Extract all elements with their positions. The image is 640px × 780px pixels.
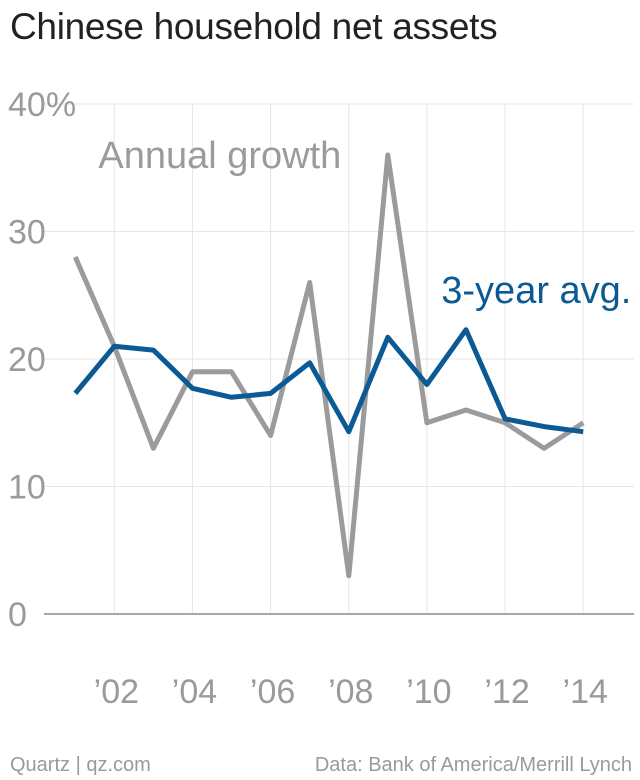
x-axis-ticks: ’02 ’04 ’06 ’08 ’10 ’12 ’14 [94, 673, 608, 711]
footer-source: Data: Bank of America/Merrill Lynch [314, 754, 632, 776]
y-tick-label: 20 [8, 341, 46, 379]
line-chart: 0 10 20 30 40% ’02 ’04 ’06 ’08 ’10 ’12 ’14 Annual … [8, 86, 634, 711]
y-tick-label: 10 [8, 469, 46, 507]
series-annotations: Annual growth 3-year avg. [98, 135, 631, 312]
x-tick-label: ’14 [563, 673, 608, 711]
annual-growth-label: Annual growth [98, 135, 341, 177]
three-year-avg-label: 3-year avg. [441, 270, 631, 312]
three-year-avg-line [73, 327, 584, 435]
series-lines [73, 152, 585, 579]
y-axis-ticks: 0 10 20 30 40% [8, 86, 76, 634]
y-tick-label: 0 [8, 596, 27, 634]
y-tick-label: 30 [8, 214, 46, 252]
x-tick-label: ’12 [484, 673, 529, 711]
footer-credit: Quartz | qz.com [10, 754, 151, 776]
x-tick-label: ’02 [94, 673, 139, 711]
x-tick-label: ’04 [172, 673, 217, 711]
x-tick-label: ’08 [328, 673, 373, 711]
x-tick-label: ’06 [250, 673, 295, 711]
grid-lines [44, 103, 634, 615]
y-tick-label: 40% [8, 86, 76, 124]
x-tick-label: ’10 [406, 673, 451, 711]
chart-title: Chinese household net assets [10, 6, 498, 47]
annual-growth-line [73, 152, 585, 579]
